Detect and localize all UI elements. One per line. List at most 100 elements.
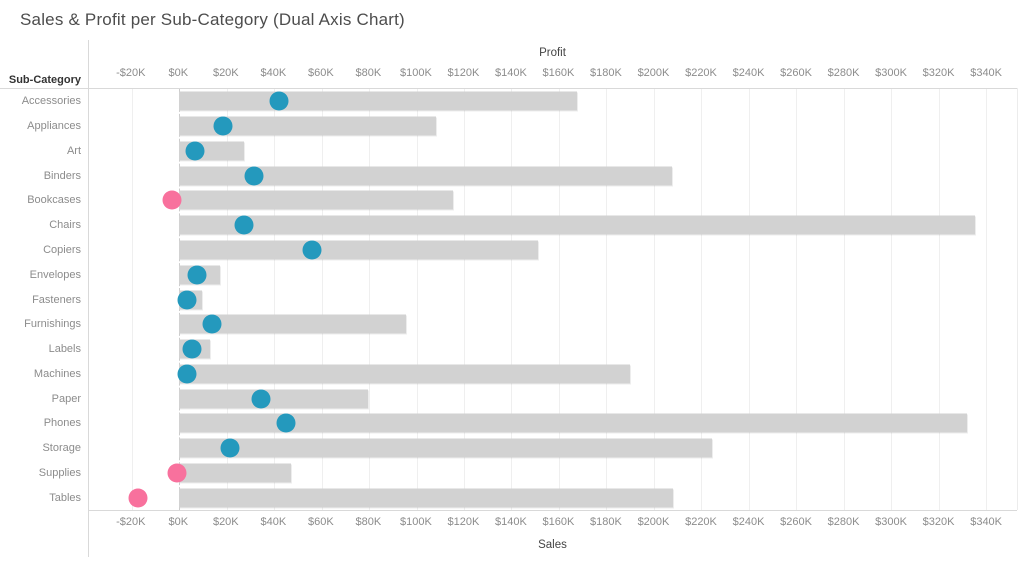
profit-axis-tick: $340K (970, 67, 1003, 79)
profit-axis-tick: $300K (875, 67, 907, 79)
profit-axis-tick: $220K (685, 67, 717, 79)
profit-axis-tick: $100K (399, 67, 432, 79)
profit-axis-tick: $0K (168, 67, 189, 79)
category-label-tables[interactable]: Tables (49, 491, 81, 504)
sales-bar-tables[interactable] (179, 488, 673, 508)
profit-dot-bookcases[interactable] (162, 190, 182, 210)
gridline (416, 89, 418, 510)
sales-bar-furnishings[interactable] (179, 314, 406, 334)
sales-axis-tick: $200K (637, 516, 670, 528)
category-label-accessories[interactable]: Accessories (21, 95, 81, 108)
plot-right-border (1017, 88, 1018, 510)
chart-title: Sales & Profit per Sub-Category (Dual Ax… (20, 10, 405, 29)
sales-bar-machines[interactable] (179, 364, 631, 384)
bottom-axis-title-sales: Sales (538, 539, 567, 551)
profit-dot-art[interactable] (185, 141, 205, 161)
gridline (369, 89, 371, 510)
sales-axis-tick: $120K (447, 516, 480, 528)
profit-axis-tick: $320K (922, 67, 955, 79)
profit-axis-tick: $260K (780, 67, 812, 79)
sales-axis-tick: $220K (685, 516, 717, 528)
sales-axis-tick: $20K (212, 516, 239, 528)
sales-bar-chairs[interactable] (179, 215, 976, 235)
sales-axis-tick: $300K (875, 516, 907, 528)
category-label-appliances[interactable]: Appliances (27, 120, 81, 133)
gridline (653, 89, 655, 510)
gridline (321, 89, 323, 510)
sales-bar-accessories[interactable] (179, 91, 577, 111)
gridline (748, 89, 750, 510)
sales-axis-tick: $340K (970, 516, 1003, 528)
sales-bar-appliances[interactable] (179, 116, 436, 136)
category-label-labels[interactable]: Labels (48, 343, 81, 356)
profit-dot-storage[interactable] (220, 438, 240, 458)
category-label-bookcases[interactable]: Bookcases (27, 194, 81, 207)
sales-bar-storage[interactable] (179, 438, 713, 458)
sales-axis-tick: $320K (922, 516, 955, 528)
category-label-chairs[interactable]: Chairs (49, 219, 81, 232)
category-label-paper[interactable]: Paper (51, 392, 81, 405)
profit-dot-accessories[interactable] (269, 91, 289, 111)
profit-dot-tables[interactable] (128, 488, 148, 508)
category-label-phones[interactable]: Phones (43, 417, 81, 430)
sales-bar-paper[interactable] (179, 389, 368, 409)
category-label-envelopes[interactable]: Envelopes (29, 268, 81, 281)
sales-axis-tick: $60K (307, 516, 334, 528)
sales-axis-tick: $80K (355, 516, 382, 528)
sales-bar-bookcases[interactable] (179, 190, 454, 210)
profit-dot-envelopes[interactable] (187, 265, 207, 285)
gridline (463, 89, 465, 510)
gridline (226, 89, 228, 510)
gridline (558, 89, 560, 510)
profit-dot-labels[interactable] (182, 339, 202, 359)
profit-dot-chairs[interactable] (234, 215, 254, 235)
profit-axis-tick: $240K (732, 67, 765, 79)
category-label-furnishings[interactable]: Furnishings (24, 318, 81, 331)
sales-axis-tick: $160K (542, 516, 575, 528)
category-label-supplies[interactable]: Supplies (38, 466, 81, 479)
top-axis-title-profit: Profit (539, 47, 566, 59)
gridline (938, 89, 940, 510)
gridline (701, 89, 703, 510)
profit-axis-tick: $20K (212, 67, 239, 79)
category-label-copiers[interactable]: Copiers (43, 243, 81, 256)
sales-axis-tick: $0K (168, 516, 189, 528)
category-label-fasteners[interactable]: Fasteners (32, 293, 81, 306)
category-label-storage[interactable]: Storage (42, 442, 81, 455)
gridline (511, 89, 513, 510)
sales-axis-tick: $280K (827, 516, 860, 528)
gridline (986, 89, 988, 510)
profit-axis-tick: $180K (590, 67, 622, 79)
profit-dot-binders[interactable] (244, 166, 264, 186)
sales-axis-tick: $240K (732, 516, 765, 528)
sales-axis-tick: -$20K (116, 516, 146, 528)
profit-dot-paper[interactable] (251, 389, 271, 409)
gridline (131, 89, 133, 510)
sales-axis-tick: $140K (495, 516, 527, 528)
top-axis-ticks: -$20K $0K $20K $40K $60K $80K $100K $120K $140K $… (88, 67, 1017, 81)
sales-bar-copiers[interactable] (179, 240, 538, 260)
sales-bar-supplies[interactable] (179, 463, 291, 483)
category-label-machines[interactable]: Machines (33, 367, 81, 380)
profit-dot-phones[interactable] (276, 413, 296, 433)
profit-dot-furnishings[interactable] (202, 314, 222, 334)
gridline (843, 89, 845, 510)
sales-axis-tick: $100K (399, 516, 432, 528)
profit-axis-tick: $40K (260, 67, 287, 79)
profit-axis-tick: $60K (307, 67, 334, 79)
profit-dot-appliances[interactable] (213, 116, 233, 136)
sales-axis-tick: $40K (260, 516, 287, 528)
sales-bar-binders[interactable] (179, 166, 672, 186)
profit-dot-machines[interactable] (177, 364, 197, 384)
profit-axis-tick: $80K (355, 67, 382, 79)
category-label-art[interactable]: Art (66, 144, 81, 157)
sales-bar-phones[interactable] (179, 413, 968, 433)
profit-dot-supplies[interactable] (167, 463, 187, 483)
category-label-binders[interactable]: Binders (43, 169, 81, 182)
left-panel-divider (88, 40, 89, 557)
profit-dot-copiers[interactable] (302, 240, 322, 260)
sales-axis-tick: $180K (590, 516, 622, 528)
gridline (606, 89, 608, 510)
gridline (274, 89, 276, 510)
profit-dot-fasteners[interactable] (177, 290, 197, 309)
